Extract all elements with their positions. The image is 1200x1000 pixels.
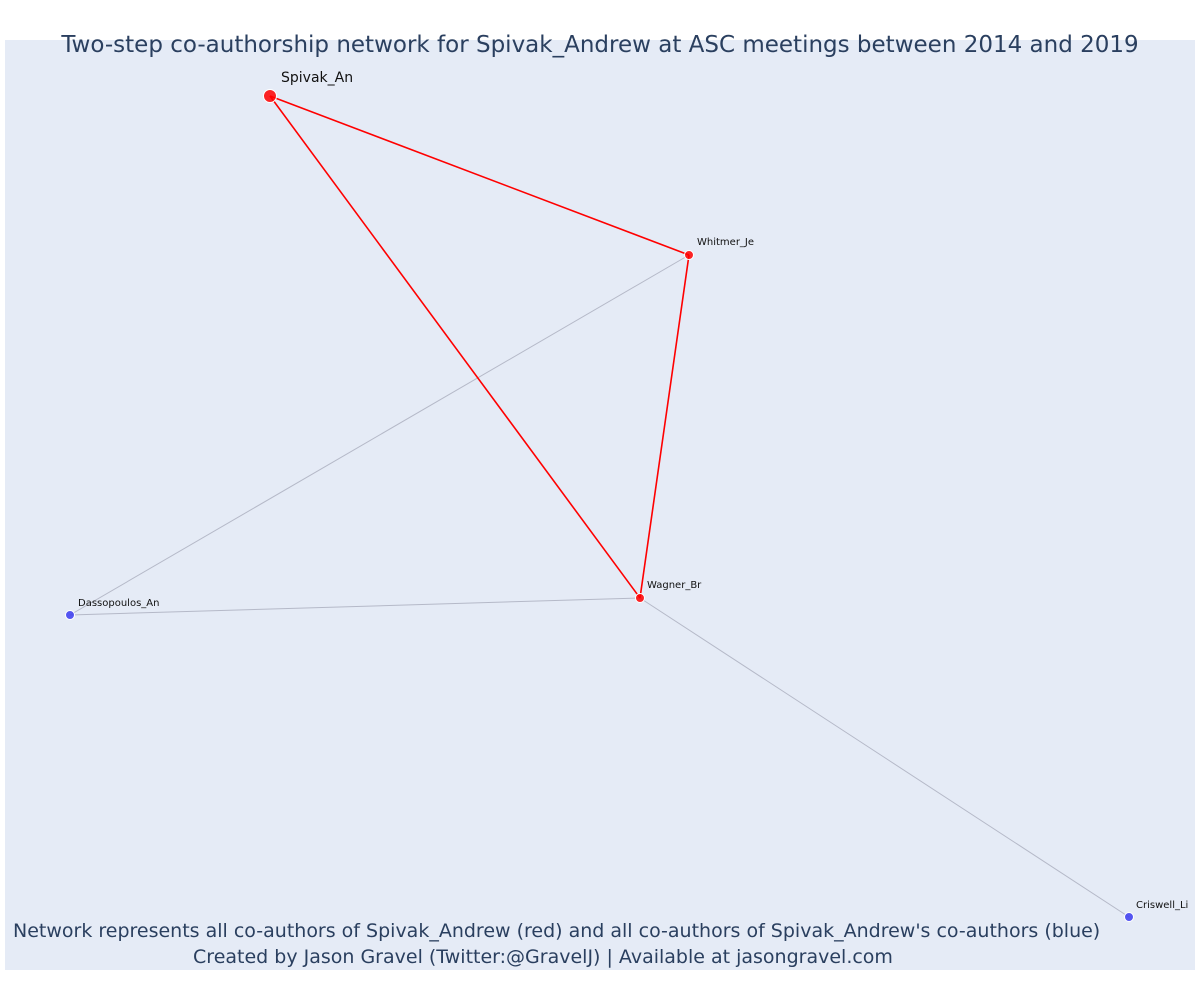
- labels-layer: Spivak_An Whitmer_Je Wagner_Br Dassopoulos_…: [78, 70, 1188, 911]
- caption-line-2: Created by Jason Gravel (Twitter:@Gravel…: [193, 946, 893, 968]
- edge-spivak-whitmer: [269, 95, 690, 256]
- node-label-dassopoulos: Dassopoulos_An: [78, 598, 159, 609]
- edge-wagner-dassopoulos: [69, 597, 641, 616]
- plot-area: [5, 40, 1195, 970]
- node-label-criswell: Criswell_Li: [1136, 900, 1188, 911]
- nodes-layer: [65, 89, 1134, 922]
- node-label-whitmer: Whitmer_Je: [697, 237, 754, 248]
- edge-whitmer-wagner: [639, 254, 690, 599]
- chart-title: Two-step co-authorship network for Spiva…: [61, 32, 1139, 58]
- node-spivak[interactable]: [263, 89, 277, 103]
- caption: Network represents all co-authors of Spi…: [13, 918, 1101, 970]
- edge-whitmer-dassopoulos: [69, 254, 690, 616]
- node-label-wagner: Wagner_Br: [647, 580, 702, 591]
- edge-spivak-wagner: [269, 95, 641, 599]
- caption-line-1: Network represents all co-authors of Spi…: [13, 920, 1101, 942]
- node-wagner[interactable]: [635, 593, 645, 603]
- edge-wagner-criswell: [639, 597, 1130, 918]
- node-whitmer[interactable]: [684, 250, 694, 260]
- node-criswell[interactable]: [1124, 912, 1134, 922]
- node-label-spivak: Spivak_An: [281, 70, 353, 86]
- edges-layer: [69, 95, 1130, 918]
- node-dassopoulos[interactable]: [65, 610, 75, 620]
